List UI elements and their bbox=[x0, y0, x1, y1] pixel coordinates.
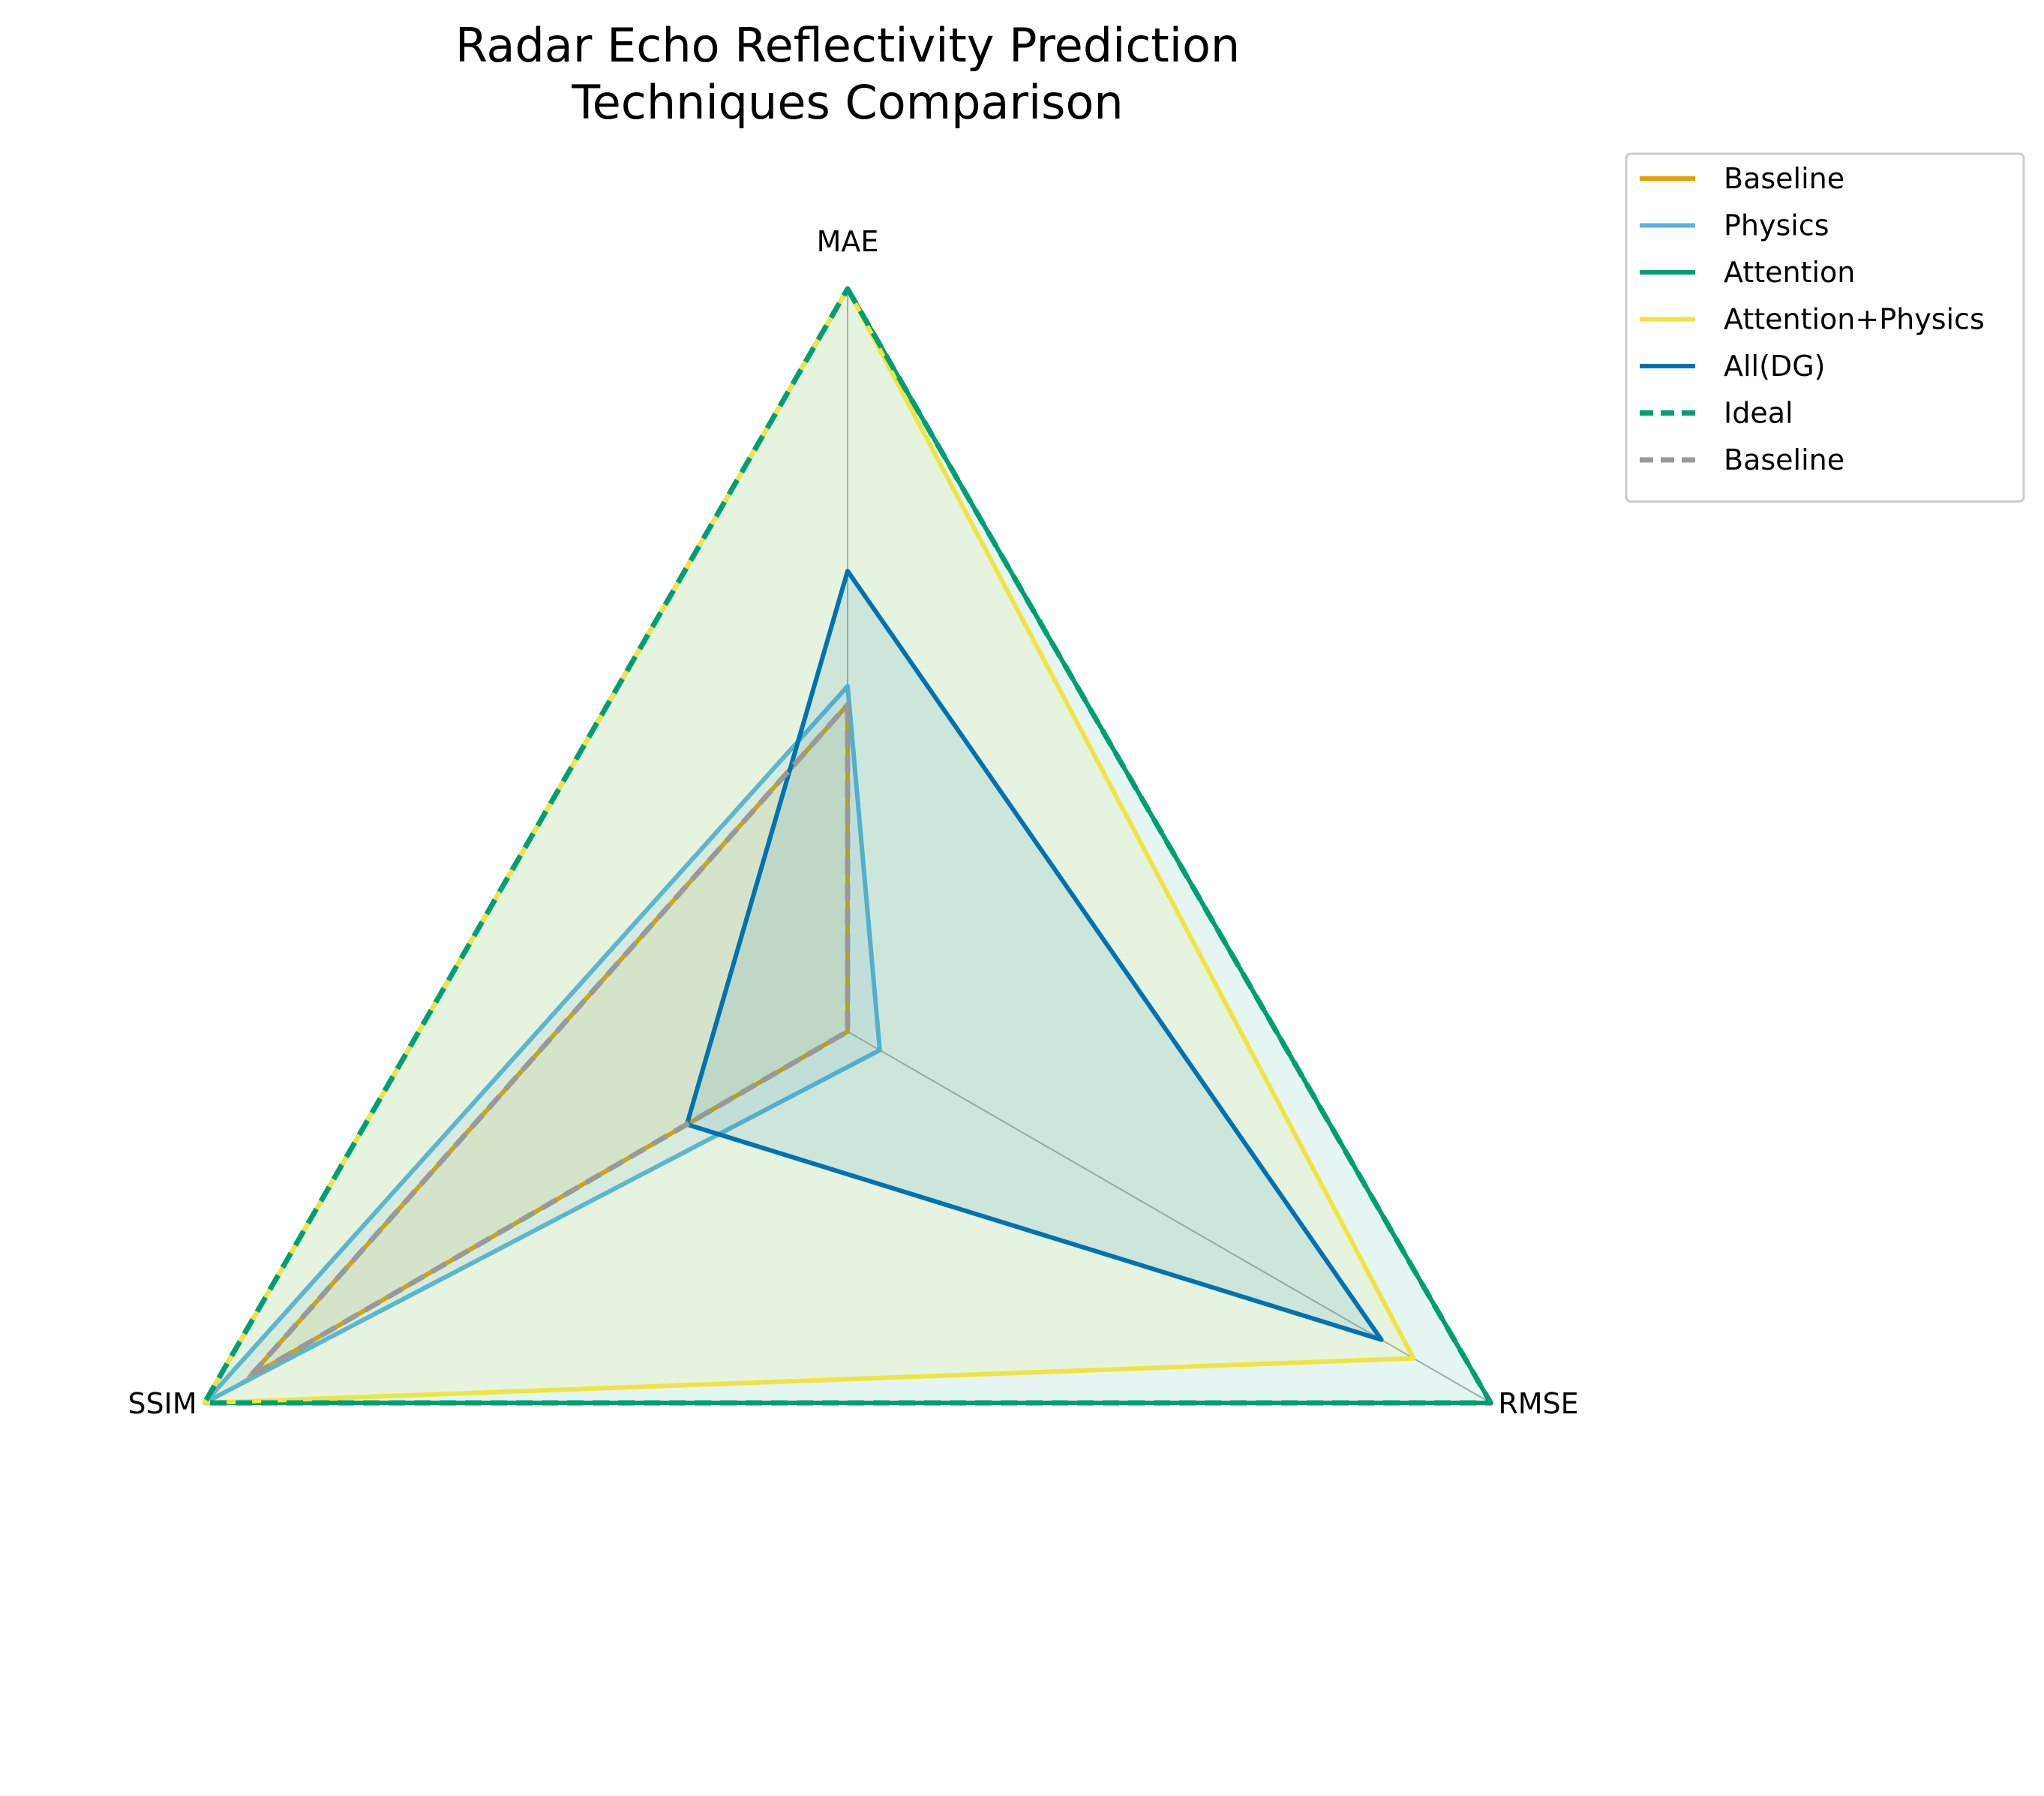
legend-label-baseline-0: Baseline bbox=[1724, 162, 1844, 195]
legend: Baseline Physics Attention Attention+Physic… bbox=[1625, 152, 2025, 503]
series-ideal-5 bbox=[202, 286, 1493, 1406]
series-all-dg-4 bbox=[684, 569, 1384, 1342]
legend-label-physics-1: Physics bbox=[1724, 209, 1829, 242]
axis-spoke-rmse bbox=[847, 1031, 1491, 1404]
chart-title: Radar Echo Reflectivity Prediction Techn… bbox=[455, 18, 1240, 130]
legend-label-all-dg-4: All(DG) bbox=[1724, 350, 1825, 383]
series-baseline-6 bbox=[247, 701, 851, 1380]
legend-label-attention-physics-3: Attention+Physics bbox=[1724, 303, 1985, 336]
legend-label-attention-2: Attention bbox=[1724, 256, 1855, 289]
legend-frame bbox=[1625, 152, 2025, 503]
chart-title-line-1: Radar Echo Reflectivity Prediction bbox=[455, 18, 1240, 73]
legend-label-baseline-6: Baseline bbox=[1724, 443, 1844, 476]
axis-label-rmse: RMSE bbox=[1498, 1387, 1578, 1420]
axis-label-mae: MAE bbox=[817, 225, 879, 258]
chart-title-line-2: Techniques Comparison bbox=[571, 75, 1123, 130]
axis-labels: MAE RMSE SSIM bbox=[128, 225, 1578, 1420]
legend-label-ideal-5: Ideal bbox=[1724, 397, 1793, 430]
axis-label-ssim: SSIM bbox=[128, 1387, 197, 1420]
series-layer bbox=[202, 286, 1493, 1406]
